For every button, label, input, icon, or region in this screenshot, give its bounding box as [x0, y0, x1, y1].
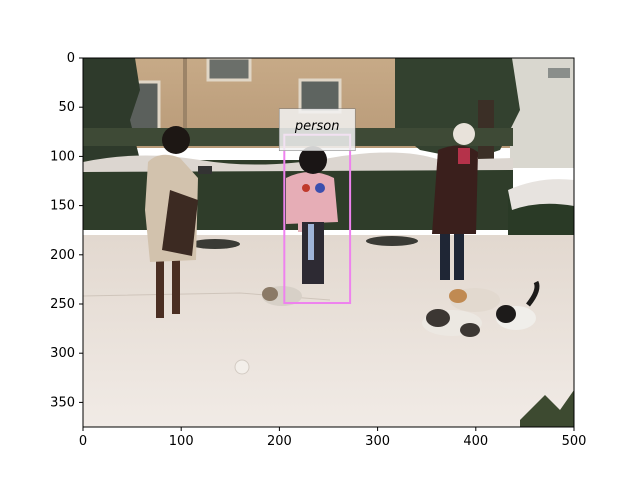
y-tick-label: 300 [50, 346, 75, 361]
y-axis: 0 50 100 150 200 250 300 350 [50, 51, 83, 410]
person-right [432, 123, 478, 280]
photo [83, 58, 574, 427]
y-tick-label: 150 [50, 199, 75, 214]
window [298, 78, 342, 114]
y-tick-label: 0 [67, 51, 75, 66]
x-tick-label: 100 [169, 434, 194, 449]
y-tick-label: 350 [50, 395, 75, 410]
x-tick-label: 500 [562, 434, 587, 449]
annotation-label: person [294, 119, 340, 134]
y-tick-label: 200 [50, 248, 75, 263]
x-tick-label: 0 [79, 434, 87, 449]
x-tick-label: 300 [365, 434, 390, 449]
y-tick-label: 100 [50, 149, 75, 164]
x-tick-label: 400 [463, 434, 488, 449]
left-tree [83, 58, 140, 170]
snow-ground [83, 235, 574, 427]
axes-frame [82, 57, 575, 428]
y-tick-label: 250 [50, 297, 75, 312]
x-tick-label: 200 [267, 434, 292, 449]
person-center [286, 146, 338, 284]
cats [262, 280, 540, 337]
annotation: person [278, 108, 356, 305]
label-background [278, 108, 356, 152]
x-axis: 0 100 200 300 400 500 [79, 427, 587, 449]
person-left [145, 126, 212, 318]
y-tick-label: 50 [58, 100, 75, 115]
window [206, 58, 252, 82]
